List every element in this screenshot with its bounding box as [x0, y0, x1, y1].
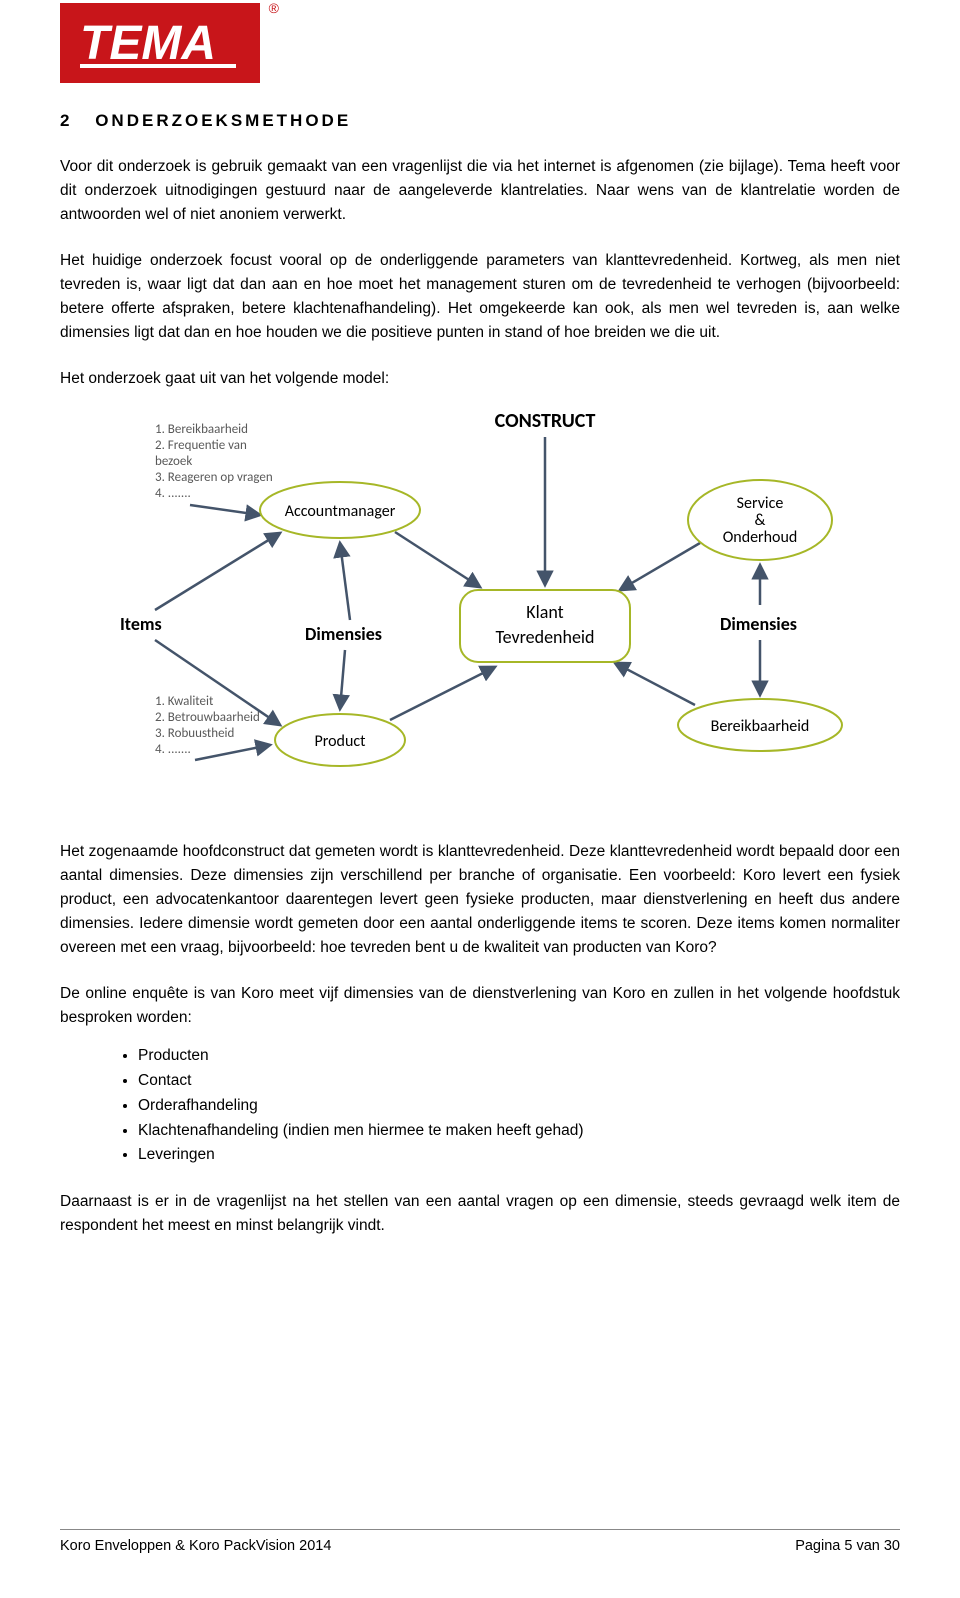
axis-items: Items: [120, 613, 162, 635]
footer-left: Koro Enveloppen & Koro PackVision 2014: [60, 1538, 331, 1554]
svg-text:bezoek: bezoek: [155, 454, 192, 469]
paragraph-2: Het huidige onderzoek focust vooral op d…: [60, 249, 900, 345]
section-title-text: ONDERZOEKSMETHODE: [95, 111, 351, 130]
svg-text:Product: Product: [315, 732, 367, 751]
paragraph-4: Het zogenaamde hoofdconstruct dat gemete…: [60, 840, 900, 960]
diagram-title: CONSTRUCT: [495, 409, 596, 433]
logo-text: TEMA: [80, 17, 216, 70]
svg-text:1. Kwaliteit: 1. Kwaliteit: [155, 694, 214, 709]
section-heading: 2 ONDERZOEKSMETHODE: [60, 111, 900, 131]
svg-text:Onderhoud: Onderhoud: [723, 528, 798, 547]
logo: TEMA ®: [60, 3, 270, 83]
list-item: Contact: [138, 1069, 900, 1094]
list-item: Klachtenafhandeling (indien men hiermee …: [138, 1119, 900, 1144]
list-item: Orderafhandeling: [138, 1094, 900, 1119]
edge-diml-product: [340, 650, 345, 709]
dimension-list: Producten Contact Orderafhandeling Klach…: [138, 1044, 900, 1168]
node-bereikbaarheid: Bereikbaarheid: [678, 699, 842, 751]
section-number: 2: [60, 111, 69, 130]
axis-dim-left: Dimensies: [305, 623, 382, 645]
edge-items-product: [195, 745, 270, 760]
node-service: Service & Onderhoud: [688, 480, 832, 560]
items-top-left: 1. Bereikbaarheid 2. Frequentie van bezo…: [155, 422, 273, 501]
paragraph-5: De online enquête is van Koro meet vijf …: [60, 982, 900, 1030]
svg-text:Accountmanager: Accountmanager: [285, 502, 396, 521]
svg-text:1. Bereikbaarheid: 1. Bereikbaarheid: [155, 422, 248, 437]
edge-items-account: [190, 505, 260, 515]
node-klant: Klant Tevredenheid: [460, 590, 630, 662]
edge-service-klant: [620, 543, 700, 590]
node-product: Product: [275, 714, 405, 766]
paragraph-3: Het onderzoek gaat uit van het volgende …: [60, 367, 900, 391]
svg-text:4. .......: 4. .......: [155, 486, 191, 501]
paragraph-6: Daarnaast is er in de vragenlijst na het…: [60, 1190, 900, 1238]
list-item: Producten: [138, 1044, 900, 1069]
model-diagram: CONSTRUCT 1. Bereikbaarheid 2. Frequenti…: [100, 405, 860, 810]
node-accountmanager: Accountmanager: [260, 482, 420, 538]
svg-text:2. Frequentie van: 2. Frequentie van: [155, 438, 247, 453]
svg-text:3. Reageren op vragen: 3. Reageren op vragen: [155, 470, 273, 485]
svg-text:Bereikbaarheid: Bereikbaarheid: [711, 717, 810, 736]
svg-text:Klant: Klant: [526, 601, 563, 623]
edge-diml-account: [340, 543, 350, 620]
footer-right: Pagina 5 van 30: [795, 1538, 900, 1554]
logo-reg: ®: [269, 0, 279, 16]
paragraph-1: Voor dit onderzoek is gebruik gemaakt va…: [60, 155, 900, 227]
svg-text:2. Betrouwbaarheid: 2. Betrouwbaarheid: [155, 710, 260, 725]
svg-text:3. Robuustheid: 3. Robuustheid: [155, 726, 234, 741]
svg-text:Tevredenheid: Tevredenheid: [495, 626, 594, 648]
axis-dim-right: Dimensies: [720, 613, 797, 635]
edge-bereik-klant: [615, 663, 695, 705]
edge-product-klant: [390, 667, 495, 720]
items-bottom-left: 1. Kwaliteit 2. Betrouwbaarheid 3. Robuu…: [155, 694, 260, 757]
list-item: Leveringen: [138, 1143, 900, 1168]
edge-itemslabel-account: [155, 533, 280, 610]
page-footer: Koro Enveloppen & Koro PackVision 2014 P…: [60, 1529, 900, 1554]
svg-text:4. .......: 4. .......: [155, 742, 191, 757]
edge-account-klant: [395, 532, 480, 587]
